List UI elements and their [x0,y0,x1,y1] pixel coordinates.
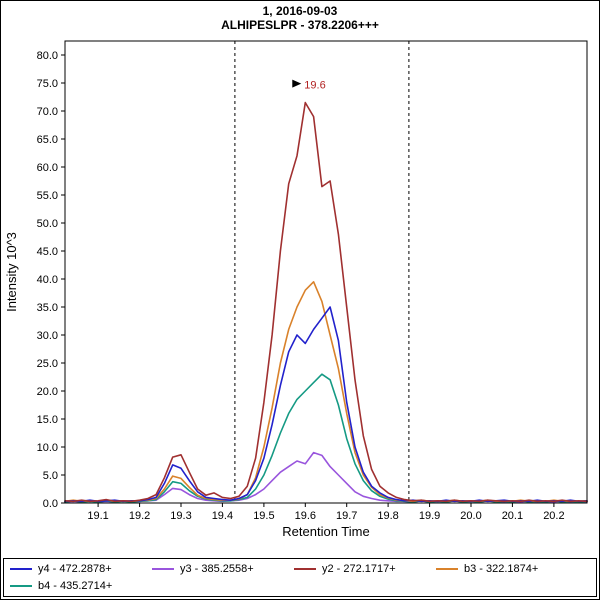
legend-label: b4 - 435.2714+ [38,580,113,592]
y-tick-label: 20.0 [37,386,58,398]
y-tick-label: 50.0 [37,218,58,230]
series-line-y2 [64,101,588,503]
y-tick-label: 70.0 [37,106,58,118]
y-tick-label: 55.0 [37,190,58,202]
peak-pointer-icon [292,79,302,88]
x-tick-label: 20.1 [502,510,523,522]
chart-subtitle: ALHIPESLPR - 378.2206+++ [221,18,379,32]
y-tick-label: 25.0 [37,358,58,370]
legend-swatch [152,568,174,570]
y-tick-label: 65.0 [37,134,58,146]
y-tick-label: 10.0 [37,442,58,454]
x-tick-label: 19.8 [377,510,398,522]
x-tick-label: 19.3 [170,510,191,522]
x-tick-label: 19.4 [212,510,233,522]
legend-swatch [436,568,458,570]
y-tick-label: 45.0 [37,246,58,258]
y-tick-label: 30.0 [37,330,58,342]
y-tick-label: 0.0 [43,498,58,510]
x-tick-label: 19.1 [87,510,108,522]
x-tick-label: 19.7 [336,510,357,522]
legend-label: b3 - 322.1874+ [464,563,539,575]
y-tick-label: 60.0 [37,162,58,174]
y-tick-label: 40.0 [37,274,58,286]
legend-swatch [10,568,32,570]
x-tick-label: 19.6 [295,510,316,522]
legend-label: y4 - 472.2878+ [38,563,112,575]
x-tick-label: 20.0 [460,510,481,522]
peak-rt-label: 19.6 [304,80,325,92]
legend-item-b3: b3 - 322.1874+ [432,563,574,575]
legend-label: y2 - 272.1717+ [322,563,396,575]
x-tick-label: 20.2 [543,510,564,522]
x-tick-label: 19.5 [253,510,274,522]
y-tick-label: 5.0 [43,470,58,482]
legend-item-b4: b4 - 435.2714+ [6,580,148,592]
y-tick-label: 35.0 [37,302,58,314]
legend-item-y3: y3 - 385.2558+ [148,563,290,575]
legend-swatch [10,585,32,587]
y-axis-title: Intensity 10^3 [4,232,19,312]
x-tick-label: 19.2 [129,510,150,522]
chromatogram-plot[interactable]: 19.1 19.2 19.3 19.4 19.5 19.6 19.7 19.8 19.9 20.0… [1,33,600,545]
legend-item-y4: y4 - 472.2878+ [6,563,148,575]
chart-title: 1, 2016-09-03 [262,4,338,18]
legend: y4 - 472.2878+ y3 - 385.2558+ y2 - 272.171… [3,558,597,597]
y-tick-label: 15.0 [37,414,58,426]
y-tick-label: 75.0 [37,78,58,90]
legend-label: y3 - 385.2558+ [180,563,254,575]
x-tick-label: 19.9 [419,510,440,522]
legend-swatch [294,568,316,570]
chart-titles: 1, 2016-09-03 ALHIPESLPR - 378.2206+++ [1,4,599,32]
y-tick-label: 80.0 [37,50,58,62]
legend-item-y2: y2 - 272.1717+ [290,563,432,575]
x-axis-title: Retention Time [282,524,369,539]
plot-background [65,41,587,503]
plot-border [64,40,588,504]
